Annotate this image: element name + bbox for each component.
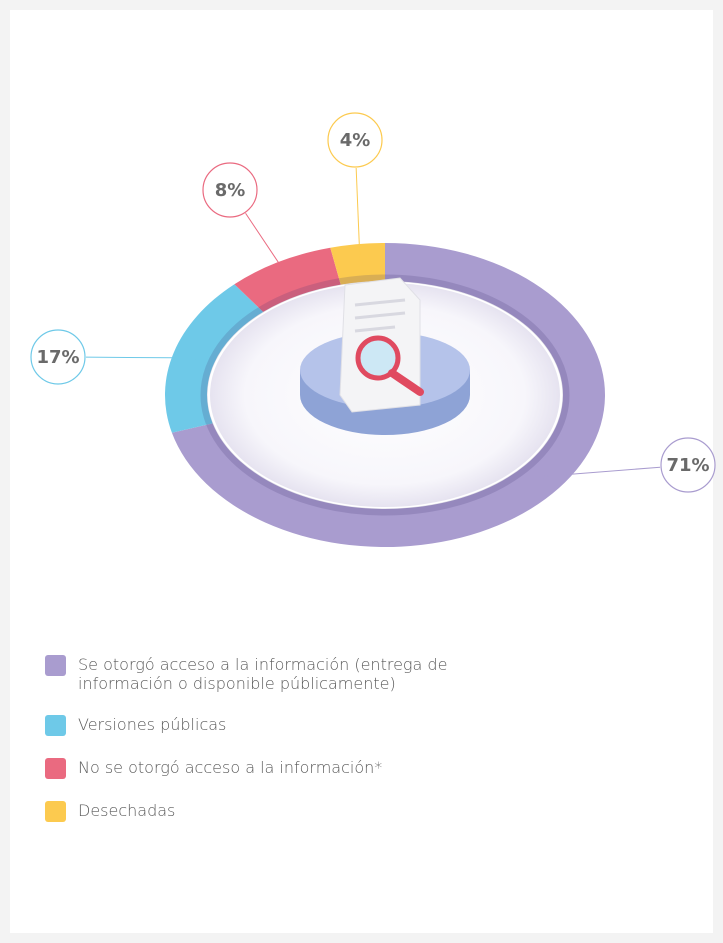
legend-swatch [45, 758, 66, 779]
callout-dot [540, 474, 545, 479]
legend-item: Desechadas [45, 801, 465, 822]
legend-swatch [45, 655, 66, 676]
callout-line [86, 357, 194, 358]
page: 71% 17% 8% 4% Se otorgó acceso a la informa… [0, 0, 723, 943]
legend-label: No se otorgó acceso a la información* [78, 758, 382, 777]
legend: Se otorgó acceso a la información (entre… [45, 655, 465, 844]
callout-dot [358, 261, 363, 266]
legend-swatch [45, 715, 66, 736]
legend-label: Versiones públicas [78, 715, 226, 734]
value-label: 17% [36, 347, 79, 368]
legend-label: Se otorgó acceso a la información (entre… [78, 655, 458, 693]
legend-label: Desechadas [78, 801, 175, 820]
legend-swatch [45, 801, 66, 822]
value-label: 8% [215, 180, 246, 201]
value-label: 4% [340, 130, 371, 151]
value-label: 71% [666, 455, 709, 476]
callout-dot [287, 276, 292, 281]
legend-item: No se otorgó acceso a la información* [45, 758, 465, 779]
callout-dot [191, 355, 196, 360]
legend-item: Versiones públicas [45, 715, 465, 736]
legend-item: Se otorgó acceso a la información (entre… [45, 655, 465, 693]
